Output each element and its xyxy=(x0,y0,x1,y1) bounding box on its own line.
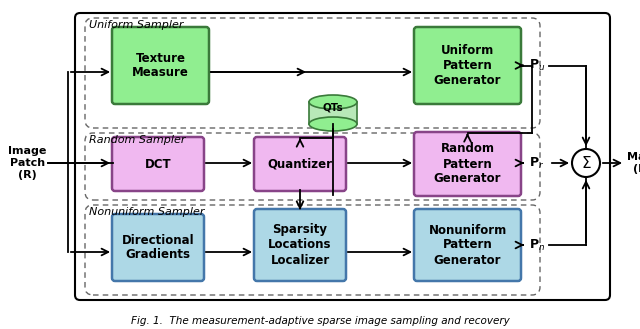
Text: Fig. 1.  The measurement-adaptive sparse image sampling and recovery: Fig. 1. The measurement-adaptive sparse … xyxy=(131,316,509,326)
Text: Quantizer: Quantizer xyxy=(268,158,333,170)
Text: Mask
(M): Mask (M) xyxy=(627,152,640,174)
Ellipse shape xyxy=(309,117,357,131)
Circle shape xyxy=(572,149,600,177)
Text: $\mathbf{P}_{u}$: $\mathbf{P}_{u}$ xyxy=(529,58,545,73)
Text: Texture
Measure: Texture Measure xyxy=(132,52,189,80)
FancyBboxPatch shape xyxy=(254,209,346,281)
Text: $\Sigma$: $\Sigma$ xyxy=(580,155,591,171)
FancyBboxPatch shape xyxy=(414,209,521,281)
FancyBboxPatch shape xyxy=(414,132,521,196)
FancyBboxPatch shape xyxy=(254,137,346,191)
Text: Directional
Gradients: Directional Gradients xyxy=(122,234,195,262)
Text: $\mathbf{P}_{r}$: $\mathbf{P}_{r}$ xyxy=(529,155,545,170)
Text: Nonuniform
Pattern
Generator: Nonuniform Pattern Generator xyxy=(428,223,507,266)
Text: Uniform Sampler: Uniform Sampler xyxy=(89,20,184,30)
Text: Random Sampler: Random Sampler xyxy=(89,135,186,145)
Text: Sparsity
Locations
Localizer: Sparsity Locations Localizer xyxy=(268,223,332,266)
Ellipse shape xyxy=(309,95,357,109)
Text: Uniform
Pattern
Generator: Uniform Pattern Generator xyxy=(434,44,501,87)
Text: Random
Pattern
Generator: Random Pattern Generator xyxy=(434,142,501,186)
Text: Nonuniform Sampler: Nonuniform Sampler xyxy=(89,207,205,217)
Text: QTs: QTs xyxy=(323,103,344,113)
Bar xyxy=(309,102,357,124)
FancyBboxPatch shape xyxy=(112,214,204,281)
Text: Image
Patch
(R): Image Patch (R) xyxy=(8,146,46,180)
FancyBboxPatch shape xyxy=(112,27,209,104)
FancyBboxPatch shape xyxy=(414,27,521,104)
FancyBboxPatch shape xyxy=(112,137,204,191)
Text: DCT: DCT xyxy=(145,158,172,170)
Text: $\mathbf{P}_{n}$: $\mathbf{P}_{n}$ xyxy=(529,238,545,253)
